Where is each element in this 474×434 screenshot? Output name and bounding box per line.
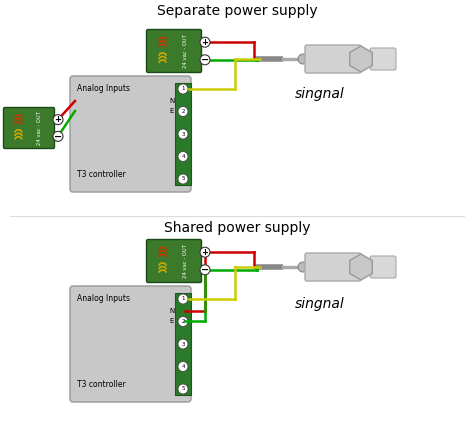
FancyBboxPatch shape [146, 30, 201, 72]
Circle shape [178, 174, 188, 184]
Text: ...: ... [181, 387, 186, 392]
Text: T3 controller: T3 controller [77, 380, 126, 389]
Text: 24 vac - OUT: 24 vac - OUT [37, 111, 42, 145]
Circle shape [178, 339, 188, 349]
Circle shape [178, 151, 188, 161]
Text: singnal: singnal [295, 297, 345, 311]
Text: 2: 2 [181, 109, 185, 114]
Text: Shared power supply: Shared power supply [164, 221, 310, 235]
FancyBboxPatch shape [370, 48, 396, 70]
Text: singnal: singnal [295, 87, 345, 101]
Text: Analog Inputs: Analog Inputs [77, 84, 130, 93]
Text: E: E [169, 318, 173, 324]
Circle shape [178, 84, 188, 94]
Text: N: N [169, 98, 174, 104]
Circle shape [178, 384, 188, 394]
Text: T3 controller: T3 controller [77, 170, 126, 179]
Circle shape [200, 55, 210, 65]
Circle shape [178, 106, 188, 116]
Text: 5: 5 [181, 387, 185, 391]
Circle shape [200, 247, 210, 257]
FancyBboxPatch shape [305, 45, 361, 73]
Text: +: + [201, 248, 209, 256]
Circle shape [178, 362, 188, 372]
Text: −: − [201, 265, 209, 275]
Circle shape [298, 54, 308, 64]
Polygon shape [350, 46, 372, 72]
FancyBboxPatch shape [305, 253, 361, 281]
Text: 24 vac - OUT: 24 vac - OUT [183, 34, 188, 68]
Polygon shape [350, 254, 372, 280]
Text: −: − [201, 55, 209, 65]
Text: 4: 4 [181, 154, 185, 159]
FancyBboxPatch shape [146, 240, 201, 283]
Text: 2: 2 [181, 319, 185, 324]
Text: +: + [55, 115, 62, 124]
Text: −: − [54, 132, 62, 141]
Circle shape [53, 115, 63, 125]
Text: ...: ... [181, 177, 186, 182]
Circle shape [200, 265, 210, 275]
Circle shape [53, 132, 63, 141]
Bar [175, 293, 191, 395]
FancyBboxPatch shape [70, 76, 191, 192]
Circle shape [178, 316, 188, 326]
Circle shape [200, 37, 210, 47]
Text: Analog Inputs: Analog Inputs [77, 294, 130, 303]
FancyBboxPatch shape [70, 286, 191, 402]
FancyBboxPatch shape [370, 256, 396, 278]
Bar [175, 83, 191, 185]
Text: 1: 1 [181, 86, 185, 92]
Text: 24 vac - OUT: 24 vac - OUT [183, 244, 188, 278]
FancyBboxPatch shape [3, 108, 55, 148]
Circle shape [298, 262, 308, 272]
Text: E: E [169, 108, 173, 114]
Circle shape [178, 129, 188, 139]
Text: Separate power supply: Separate power supply [157, 4, 317, 18]
Text: 5: 5 [181, 177, 185, 181]
Text: 3: 3 [181, 132, 185, 137]
Text: 3: 3 [181, 342, 185, 346]
Text: +: + [201, 38, 209, 47]
Circle shape [178, 294, 188, 304]
Text: N: N [169, 308, 174, 314]
Text: 1: 1 [181, 296, 185, 302]
Text: 4: 4 [181, 364, 185, 369]
